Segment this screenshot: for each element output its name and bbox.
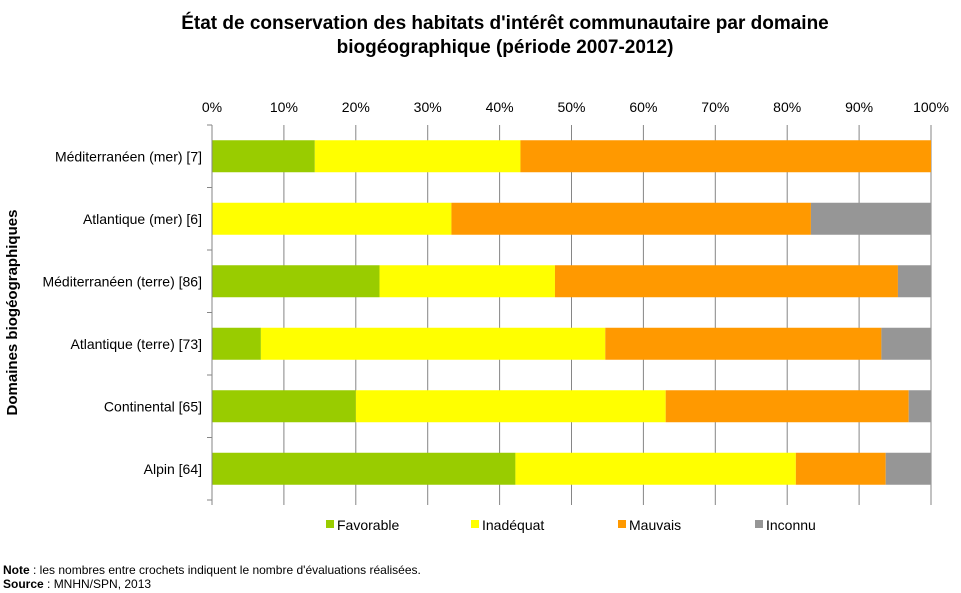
note-text: : les nombres entre crochets indiquent l… (29, 563, 421, 577)
x-tick-label: 50% (557, 99, 585, 115)
bar-segment (451, 202, 811, 235)
bar-segment (355, 390, 666, 423)
legend-label: Inconnu (766, 517, 816, 533)
category-label: Continental [65] (104, 398, 202, 414)
legend-swatch (755, 520, 763, 528)
category-label: Atlantique (terre) [73] (70, 336, 202, 352)
bar-segment (212, 202, 452, 235)
bar-segment (260, 327, 606, 360)
bar-segment (520, 140, 931, 173)
legend-label: Favorable (337, 517, 399, 533)
bar-segment (314, 140, 521, 173)
source-text: : MNHN/SPN, 2013 (43, 577, 152, 591)
x-tick-label: 30% (414, 99, 442, 115)
chart-note: Note : les nombres entre crochets indiqu… (3, 563, 421, 577)
bar-segment (665, 390, 909, 423)
legend-swatch (618, 520, 626, 528)
bar-segment (212, 452, 516, 485)
bar-segment (795, 452, 886, 485)
bar-segment (212, 265, 380, 298)
bar-segment (212, 390, 356, 423)
bar-segment (605, 327, 882, 360)
category-label: Atlantique (mer) [6] (83, 211, 202, 227)
bar-segment (212, 140, 315, 173)
chart-title-line1: État de conservation des habitats d'inté… (181, 13, 829, 34)
bar-segment (379, 265, 555, 298)
source-label: Source (3, 577, 44, 591)
category-label: Méditerranéen (mer) [7] (55, 148, 202, 164)
x-tick-label: 0% (202, 99, 222, 115)
chart-source: Source : MNHN/SPN, 2013 (3, 577, 151, 591)
chart-title: État de conservation des habitats d'inté… (110, 12, 900, 60)
bar-segment (554, 265, 898, 298)
category-label: Alpin [64] (144, 461, 202, 477)
bar-segment (897, 265, 931, 298)
bar-segment (885, 452, 931, 485)
category-label: Méditerranéen (terre) [86] (42, 273, 202, 289)
x-tick-label: 20% (342, 99, 370, 115)
bar-segment (810, 202, 931, 235)
legend-label: Mauvais (629, 517, 681, 533)
bar-segment (908, 390, 931, 423)
bar-segment (212, 327, 261, 360)
y-axis-title: Domaines biogéographiques (4, 210, 21, 416)
x-tick-label: 70% (701, 99, 729, 115)
x-tick-label: 40% (486, 99, 514, 115)
x-tick-label: 60% (629, 99, 657, 115)
x-tick-label: 100% (913, 99, 949, 115)
bar-segment (881, 327, 931, 360)
legend-swatch (326, 520, 334, 528)
note-label: Note (3, 563, 30, 577)
chart-title-line2: biogéographique (période 2007-2012) (336, 37, 674, 58)
bar-segment (515, 452, 796, 485)
x-tick-label: 10% (270, 99, 298, 115)
legend-label: Inadéquat (482, 517, 544, 533)
x-tick-label: 80% (773, 99, 801, 115)
legend-swatch (471, 520, 479, 528)
x-tick-label: 90% (845, 99, 873, 115)
